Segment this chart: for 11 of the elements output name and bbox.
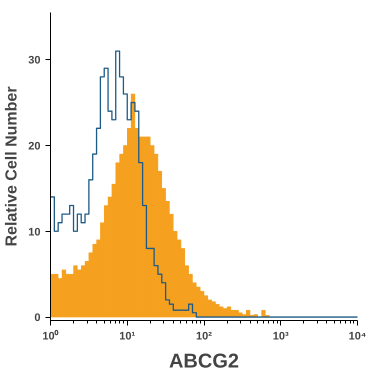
x-tick-label: 10⁰: [42, 330, 59, 342]
y-tick-label: 10: [28, 226, 41, 238]
y-axis-title: Relative Cell Number: [3, 86, 20, 247]
x-tick-label: 10⁴: [348, 330, 366, 342]
x-tick-label: 10²: [196, 330, 212, 342]
y-tick-label: 0: [34, 312, 41, 324]
x-tick-label: 10³: [272, 330, 290, 342]
x-axis-title: ABCG2: [168, 350, 240, 372]
x-tick-label: 10¹: [119, 330, 136, 342]
y-tick-label: 30: [28, 54, 41, 67]
y-tick-label: 20: [28, 140, 41, 152]
